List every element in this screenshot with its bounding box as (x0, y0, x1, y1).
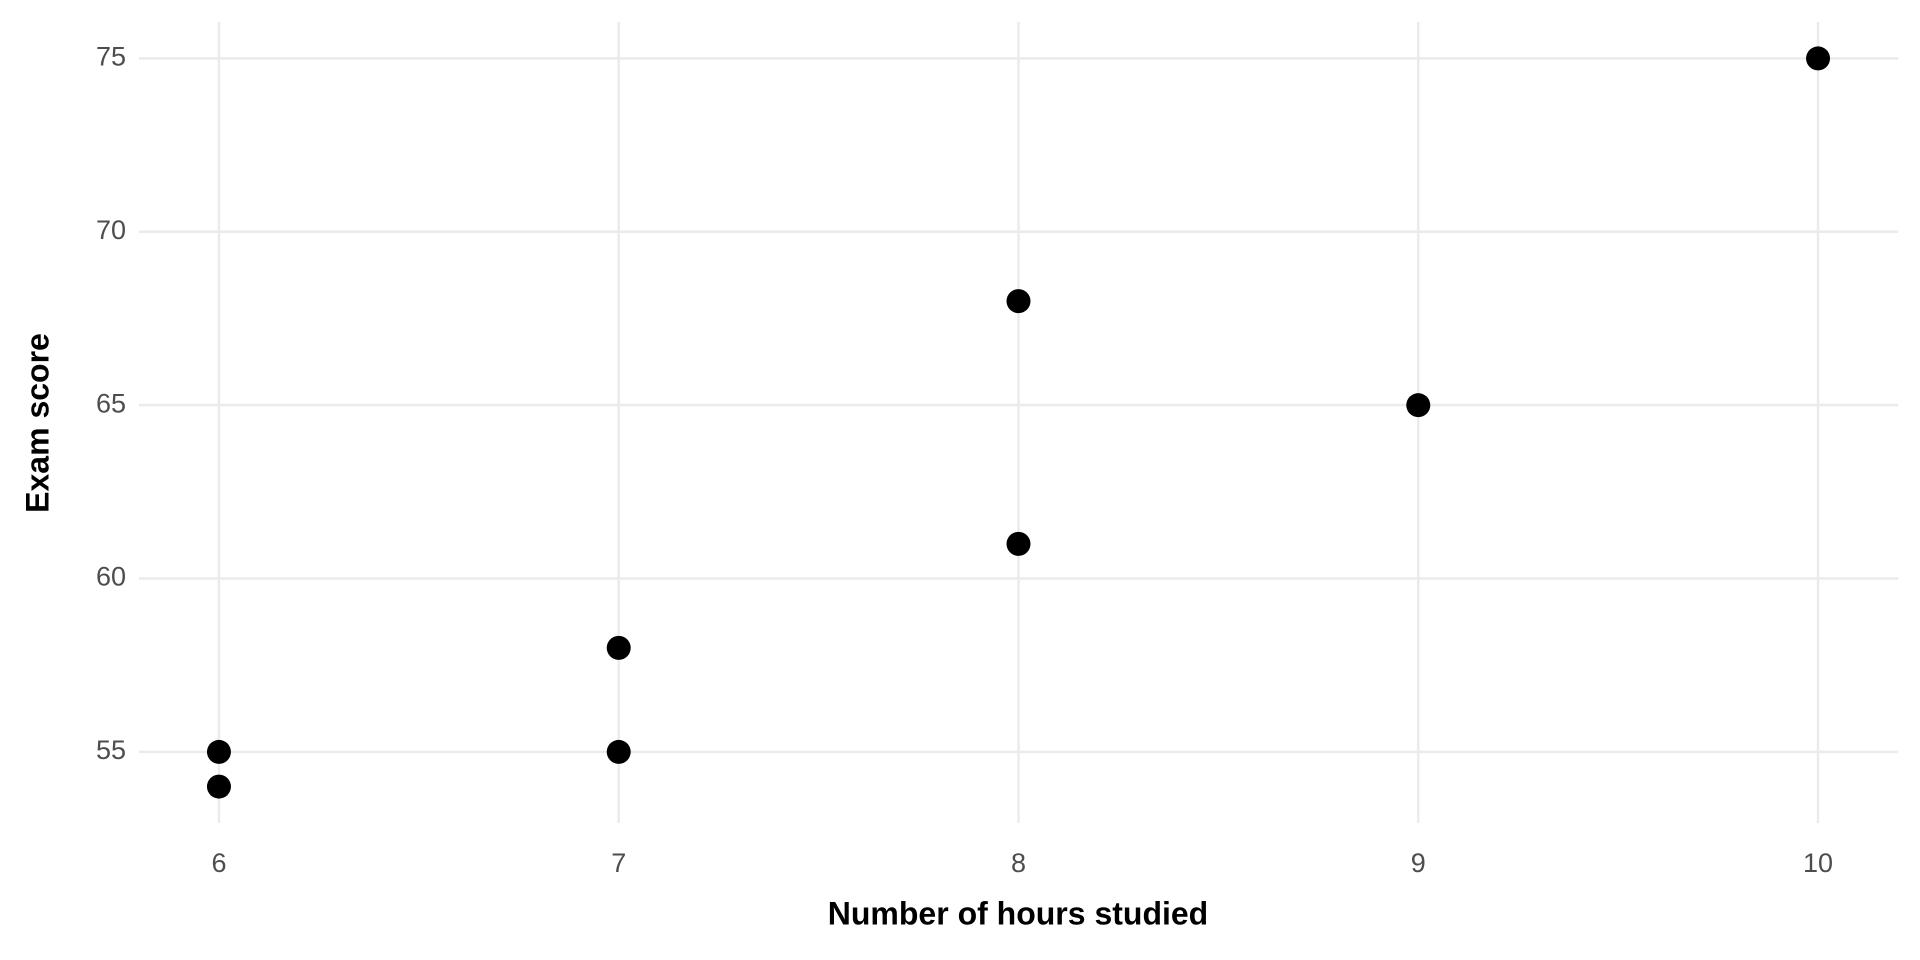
point (1806, 46, 1831, 71)
point (1006, 531, 1031, 556)
x-axis-title: Number of hours studied (828, 895, 1208, 931)
x-tick-label: 7 (611, 848, 626, 878)
point (206, 774, 231, 799)
x-tick-label: 9 (1411, 848, 1426, 878)
x-tick-label: 8 (1011, 848, 1026, 878)
point (606, 739, 631, 764)
point (1406, 393, 1431, 418)
y-tick-label: 70 (96, 215, 126, 245)
y-tick-label: 55 (96, 735, 126, 765)
y-tick-label: 65 (96, 388, 126, 418)
x-tick-label: 6 (211, 848, 226, 878)
point (206, 739, 231, 764)
y-axis-title: Exam score (19, 333, 55, 513)
point (606, 635, 631, 660)
point (1006, 289, 1031, 314)
y-tick-label: 60 (96, 562, 126, 592)
y-tick-label: 75 (96, 42, 126, 72)
x-tick-label: 10 (1803, 848, 1833, 878)
